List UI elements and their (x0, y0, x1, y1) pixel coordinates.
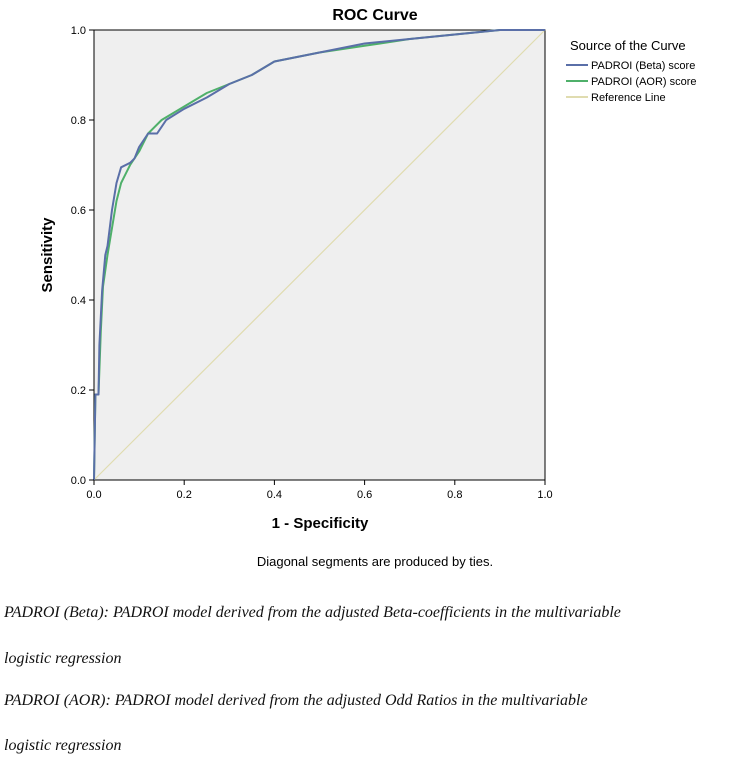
caption-aor-line-2: logistic regression (4, 737, 122, 754)
caption-beta-line-1: PADROI (Beta): PADROI model derived from… (4, 604, 621, 621)
legend-label: Reference Line (591, 92, 666, 104)
x-tick-label: 0.8 (447, 489, 462, 501)
legend-label: PADROI (Beta) score (591, 60, 695, 72)
y-tick-label: 0.8 (71, 115, 86, 127)
series-line-padroi-beta-score (93, 29, 545, 481)
y-axis-label: Sensitivity (39, 217, 56, 293)
y-tick-label: 0.0 (71, 475, 86, 487)
y-axis: 0.0 0.2 0.4 0.6 0.8 1.0 (71, 25, 94, 487)
series-layer (93, 29, 546, 481)
series-line-reference-line (93, 29, 546, 481)
caption-beta-line-2: logistic regression (4, 650, 122, 667)
x-tick-label: 0.0 (86, 489, 101, 501)
legend: Source of the Curve PADROI (Beta) score P… (566, 38, 697, 104)
chart-title: ROC Curve (332, 7, 417, 24)
x-axis: 0.0 0.2 0.4 0.6 0.8 1.0 (86, 480, 553, 501)
y-tick-label: 0.4 (71, 295, 86, 307)
y-tick-label: 0.2 (71, 385, 86, 397)
legend-label: PADROI (AOR) score (591, 76, 697, 88)
x-tick-label: 0.2 (177, 489, 192, 501)
y-tick-label: 1.0 (71, 25, 86, 37)
x-axis-label: 1 - Specificity (272, 515, 369, 532)
caption-aor-line-1: PADROI (AOR): PADROI model derived from … (4, 692, 588, 709)
legend-title: Source of the Curve (570, 38, 686, 53)
roc-chart: ROC Curve 0.0 0.2 0.4 0.6 0.8 1.0 0.00.20.40.… (39, 7, 697, 569)
x-tick-label: 0.4 (267, 489, 282, 501)
x-tick-label: 1.0 (537, 489, 552, 501)
y-tick-label: 0.6 (71, 205, 86, 217)
footnote: Diagonal segments are produced by ties. (257, 554, 493, 569)
x-tick-label: 0.6 (357, 489, 372, 501)
